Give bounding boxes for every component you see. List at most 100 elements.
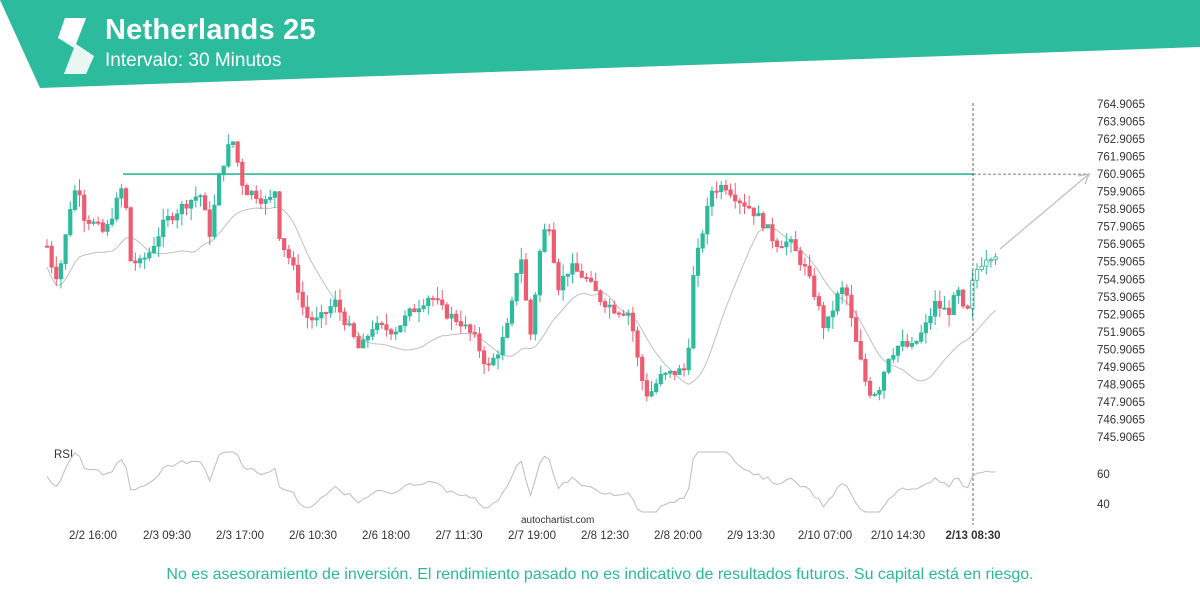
candle-body	[291, 257, 296, 266]
time-tick-label: 2/13 08:30	[946, 530, 1001, 542]
candle-body	[300, 291, 305, 308]
candle-body	[254, 190, 259, 200]
candle-body	[319, 312, 324, 319]
candle-body	[282, 238, 287, 251]
candle-body	[658, 373, 663, 385]
candle-body	[974, 269, 980, 281]
candle-body	[965, 305, 970, 309]
candle-body	[212, 204, 217, 237]
candle-body	[626, 312, 631, 316]
candle-body	[709, 190, 715, 207]
candle-body	[91, 221, 96, 224]
candle-body	[575, 263, 580, 272]
candle-body	[388, 329, 394, 335]
candle-body	[668, 370, 673, 374]
candle-body	[440, 299, 445, 306]
candle-body	[72, 190, 77, 210]
instrument-title: Netherlands 25	[105, 14, 316, 46]
candle-body	[579, 270, 584, 278]
candle-body	[221, 165, 226, 176]
projection-line	[999, 173, 1090, 250]
candle-body	[68, 209, 73, 236]
candle-body	[891, 354, 896, 360]
candle-body	[454, 313, 459, 322]
candle-body	[872, 393, 877, 396]
candle-body	[375, 322, 380, 330]
candle-body	[314, 317, 319, 321]
candle-body	[463, 324, 468, 327]
candle-body	[295, 264, 301, 293]
candle-body	[649, 391, 654, 397]
candle-body	[449, 313, 454, 319]
candle-body	[863, 358, 868, 382]
candle-body	[700, 233, 705, 249]
candle-body	[398, 325, 403, 333]
candle-body	[770, 224, 775, 242]
candle-body	[681, 368, 687, 371]
header-banner: Netherlands 25 Intervalo: 30 Minutos	[0, 0, 1200, 88]
price-tick-label: 745.9065	[1097, 432, 1145, 444]
candle-body	[733, 194, 738, 202]
candle-body	[142, 257, 147, 260]
candle-body	[379, 322, 384, 326]
candle-body	[612, 304, 617, 314]
candle-body	[58, 263, 64, 280]
candle-body	[63, 234, 68, 265]
candle-body	[86, 220, 91, 224]
price-tick-label: 749.9065	[1097, 362, 1145, 374]
candle-body	[528, 299, 533, 335]
time-tick-label: 2/8 20:00	[654, 530, 702, 542]
candle-body	[407, 308, 412, 317]
candle-body	[165, 215, 170, 221]
time-tick-label: 2/2 16:00	[69, 530, 117, 542]
candle-body	[472, 332, 477, 335]
candle-body	[156, 236, 161, 247]
time-tick-label: 2/3 09:30	[143, 530, 191, 542]
candle-body	[268, 196, 273, 200]
candle-body	[570, 263, 575, 275]
candle-body	[812, 275, 817, 297]
candle-body	[207, 209, 212, 237]
candle-body	[198, 195, 203, 198]
candle-body	[584, 276, 589, 279]
price-tick-label: 757.9065	[1097, 222, 1145, 234]
interval-label: Intervalo: 30 Minutos	[105, 50, 282, 71]
candle-body	[286, 249, 291, 259]
candle-body	[672, 370, 677, 376]
candle-body	[202, 195, 208, 211]
candle-body	[835, 293, 840, 312]
candle-body	[119, 188, 124, 199]
candle-body	[598, 290, 603, 302]
candle-body	[128, 207, 133, 262]
candle-body	[430, 297, 436, 300]
candle-body	[114, 197, 119, 220]
candle-body	[793, 239, 798, 252]
candle-body	[914, 340, 919, 344]
price-tick-label: 763.9065	[1097, 117, 1145, 129]
candle-body	[742, 202, 747, 207]
candle-body	[426, 297, 431, 307]
candle-body	[993, 256, 998, 261]
candle-body	[616, 312, 622, 315]
candle-body	[193, 196, 198, 201]
candle-body	[170, 215, 175, 221]
price-tick-label: 753.9065	[1097, 292, 1145, 304]
candle-body	[728, 189, 733, 196]
candle-body	[356, 336, 361, 349]
candle-body	[774, 240, 780, 247]
candle-body	[244, 184, 250, 196]
candle-body	[677, 368, 682, 376]
candle-body	[654, 383, 659, 392]
candle-body	[54, 266, 59, 280]
candle-body	[100, 222, 105, 232]
candle-body	[189, 199, 194, 209]
price-tick-label: 750.9065	[1097, 344, 1145, 356]
candle-body	[481, 350, 487, 365]
candle-body	[881, 371, 887, 391]
candle-body	[495, 354, 501, 359]
candle-body	[561, 275, 566, 291]
candle-body	[323, 312, 329, 315]
candle-body	[384, 324, 389, 331]
candle-body	[602, 301, 608, 308]
candle-body	[607, 304, 612, 308]
